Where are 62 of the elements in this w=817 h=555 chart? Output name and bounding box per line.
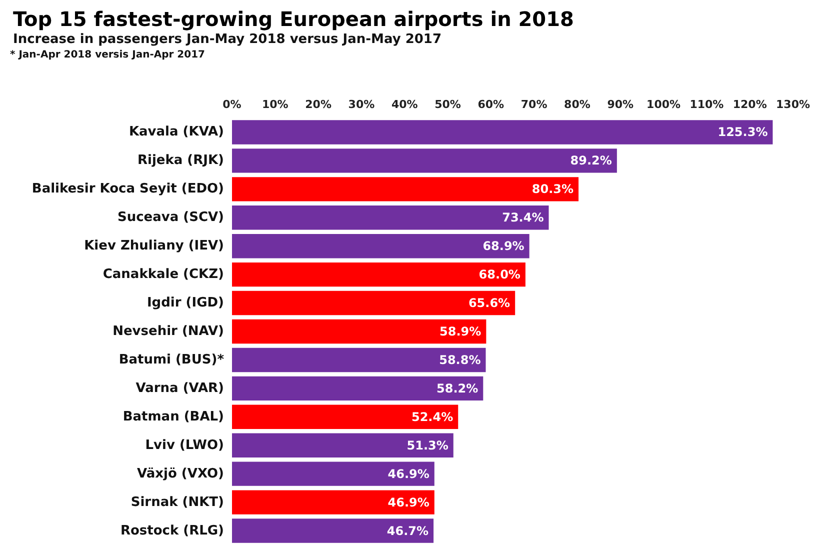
- data-label: 125.3%: [718, 125, 768, 140]
- x-tick-label: 10%: [262, 98, 288, 111]
- bar: [232, 234, 530, 258]
- bar: [232, 148, 617, 173]
- x-tick-label: 80%: [564, 98, 590, 111]
- bar: [232, 490, 434, 514]
- bar: [232, 262, 526, 287]
- bar: [232, 376, 484, 401]
- data-label: 58.2%: [436, 381, 478, 396]
- bar: [232, 120, 773, 144]
- bar: [232, 319, 486, 344]
- bar: [232, 518, 434, 543]
- x-tick-label: 100%: [646, 98, 681, 111]
- data-label: 65.6%: [468, 296, 510, 310]
- x-tick-label: 40%: [391, 98, 418, 111]
- x-tick-label: 120%: [732, 98, 767, 111]
- chart-title: Top 15 fastest-growing European airports in 2018: [13, 7, 574, 31]
- y-tick-label: Lviv (LWO): [145, 438, 224, 453]
- x-tick-label: 110%: [690, 98, 724, 111]
- bar: [232, 206, 549, 230]
- data-label: 46.9%: [388, 466, 430, 481]
- y-tick-label: Balikesir Koca Seyit (EDO): [32, 182, 224, 197]
- y-tick-label: Nevsehir (NAV): [112, 324, 224, 339]
- bar: [232, 462, 434, 486]
- text: * Jan-Apr 2018 versis Jan-Apr 2017: [10, 50, 206, 60]
- bar: [232, 348, 486, 372]
- y-tick-label: Suceava (SCV): [117, 210, 224, 226]
- x-tick-label: 0%: [222, 98, 242, 111]
- data-label: 68.0%: [478, 268, 520, 282]
- bar: [232, 290, 516, 316]
- bar: [232, 177, 579, 202]
- y-tick-label: Sirnak (NKT): [130, 494, 224, 510]
- data-label: 58.8%: [439, 352, 481, 367]
- x-tick-label: 130%: [776, 98, 810, 111]
- data-label: 52.4%: [411, 410, 454, 424]
- data-label: 46.9%: [388, 495, 430, 510]
- data-label: 68.9%: [482, 239, 524, 254]
- y-tick-label: Batumi (BUS)*: [118, 352, 224, 368]
- bar: [232, 433, 454, 458]
- y-tick-label: Kavala (KVA): [128, 124, 224, 140]
- x-tick-label: 50%: [434, 98, 461, 111]
- y-tick-label: Igdir (IGD): [146, 296, 224, 311]
- data-label: 46.7%: [386, 524, 429, 538]
- data-label: 80.3%: [532, 182, 574, 196]
- data-label: 51.3%: [406, 438, 448, 452]
- x-tick-label: 70%: [520, 98, 548, 111]
- x-tick-label: 30%: [348, 98, 375, 111]
- data-label: 58.9%: [440, 324, 482, 338]
- y-tick-label: Batman (BAL): [122, 409, 224, 424]
- y-tick-label: Kiev Zhuliany (IEV): [84, 238, 224, 254]
- x-tick-label: 90%: [607, 98, 634, 111]
- x-tick-label: 20%: [305, 98, 332, 111]
- y-tick-label: Varna (VAR): [136, 380, 224, 396]
- y-tick-label: Rijeka (RJK): [138, 153, 224, 168]
- data-label: 73.4%: [502, 210, 544, 225]
- data-label: 89.2%: [570, 154, 612, 168]
- y-tick-label: Canakkale (CKZ): [102, 267, 224, 282]
- y-tick-label: Växjö (VXO): [137, 466, 224, 482]
- x-tick-label: 60%: [478, 98, 504, 111]
- y-tick-label: Rostock (RLG): [120, 523, 224, 538]
- chart-subtitle: Increase in passengers Jan-May 2018 versus Jan-May 2017: [13, 32, 442, 47]
- bar: [232, 404, 458, 429]
